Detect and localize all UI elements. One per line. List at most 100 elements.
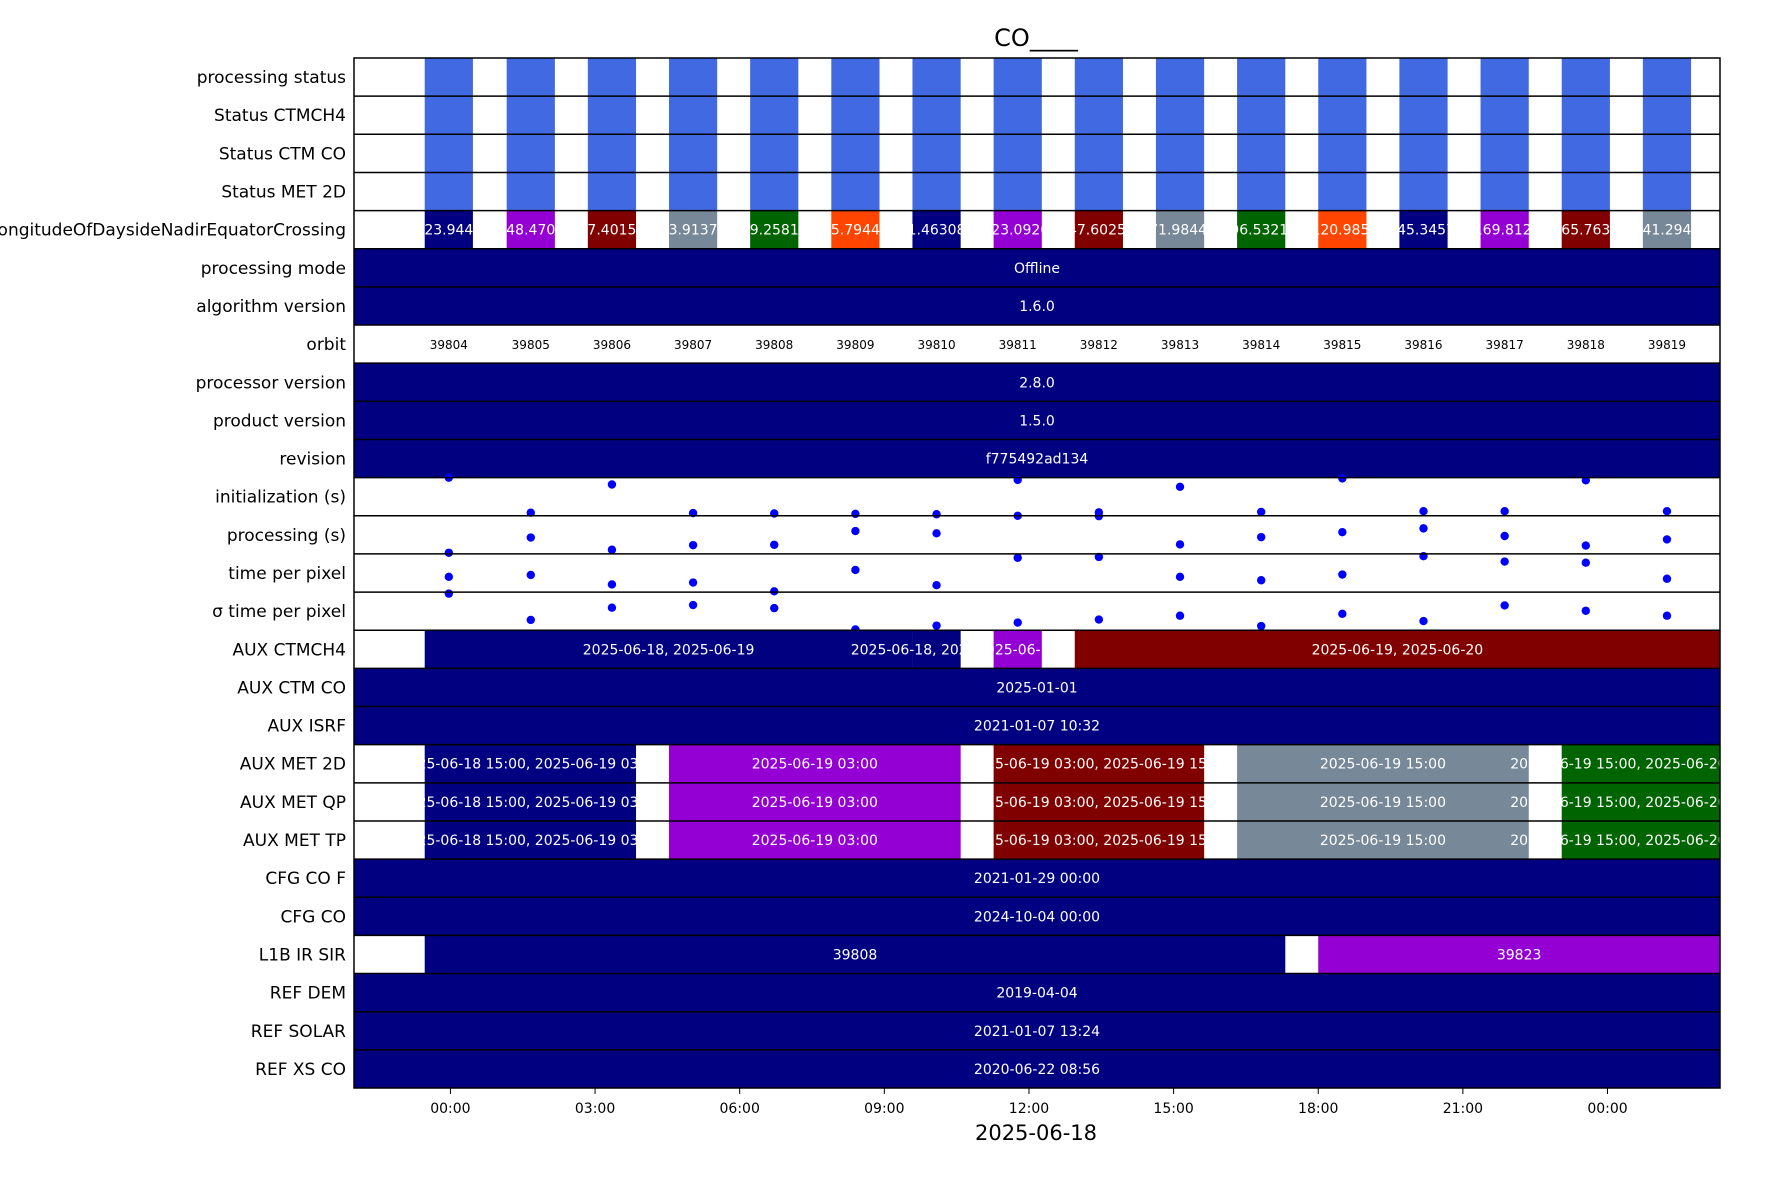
orbit-cell: [506, 58, 555, 97]
orbit-number: 39805: [512, 338, 550, 352]
orbit-cell: [750, 134, 799, 173]
x-tick-label: 18:00: [1298, 1101, 1338, 1117]
scatter-point: [1175, 482, 1185, 491]
row-bar: [354, 401, 1720, 440]
orbit-cell: [668, 58, 718, 97]
segment-bar: [668, 744, 961, 783]
row-label: product version: [213, 411, 346, 431]
row-bar: [354, 1011, 1720, 1050]
segment-label: 39808: [833, 947, 878, 963]
row-label: AUX CTMCH4: [232, 640, 346, 660]
orbit-cell: [1480, 172, 1529, 211]
scatter-point: [1662, 507, 1672, 516]
orbit-cell: [1480, 96, 1529, 135]
segment-label: 2025-06-18, 2025-06-19: [851, 642, 1023, 658]
x-tick-label: 15:00: [1153, 1101, 1193, 1117]
scatter-point: [1094, 615, 1104, 624]
orbit-number: 39819: [1648, 338, 1686, 352]
row-label: L1B IR SIR: [259, 945, 346, 965]
row-bar-label: 2021-01-29 00:00: [974, 871, 1100, 887]
scatter-point: [1419, 616, 1428, 626]
orbit-cell: [1237, 210, 1286, 249]
scatter-point: [1338, 474, 1347, 483]
orbit-cell: [1642, 172, 1692, 211]
orbit-number: 39816: [1404, 338, 1442, 352]
scatter-point: [444, 589, 454, 598]
x-tick-label: 00:00: [430, 1101, 470, 1117]
scatter-point: [1419, 507, 1428, 516]
orbit-number: 39807: [674, 338, 712, 352]
row-bar-label: 1.5.0: [1019, 413, 1055, 429]
row-bar: [354, 973, 1720, 1012]
scatter-point: [1013, 553, 1022, 562]
orbit-cell: [1561, 134, 1610, 173]
segment-bar: [424, 782, 637, 821]
scatter-point: [1662, 535, 1672, 544]
orbit-cell: [750, 210, 799, 249]
orbit-cell: [1642, 58, 1692, 97]
row-label: AUX CTM CO: [237, 678, 346, 698]
scatter-point: [688, 600, 698, 610]
scatter-point: [444, 548, 454, 557]
orbit-cell: [424, 172, 473, 211]
orbit-cell-label: -120.9855: [1306, 223, 1378, 239]
orbit-cell-label: 73.91378: [660, 223, 727, 239]
row-label: REF SOLAR: [251, 1022, 346, 1042]
row-bar-label: 2024-10-04 00:00: [974, 909, 1100, 925]
orbit-cell: [1399, 96, 1448, 135]
row-bar: [354, 439, 1720, 478]
orbit-cell: [424, 58, 473, 97]
orbit-cell-label: 165.7631: [1552, 223, 1619, 239]
row-label: AUX ISRF: [267, 717, 346, 737]
x-tick-label: 06:00: [720, 1101, 760, 1117]
orbit-cell-label: 49.25817: [741, 223, 808, 239]
row-label: AUX MET TP: [243, 831, 346, 851]
segment-bar: [993, 820, 1205, 860]
segment-bar: [912, 630, 961, 669]
segment-label: 2025-06-19 03:00: [752, 833, 878, 849]
segment-label: 2025-06-18 15:00, 2025-06-19 03:00: [400, 757, 661, 773]
segment-bar: [1237, 820, 1529, 860]
orbit-cell-label: -169.8121: [1469, 223, 1541, 239]
orbit-cell-label: 25.79442: [822, 223, 889, 239]
row-dividers: [354, 95, 1720, 1051]
scatter-point: [1256, 532, 1266, 542]
segment-label: 2025-06-19 15:00, 2025-06-20 03:00: [1510, 795, 1771, 811]
orbit-cell: [831, 96, 880, 135]
scatter-point: [444, 572, 454, 582]
row-labels: processing status Status CTMCH4 Status CTM…: [0, 68, 346, 1080]
scatter-point: [770, 587, 779, 596]
orbit-cell: [1074, 210, 1123, 249]
x-axis-label: 2025-06-18: [975, 1121, 1097, 1145]
scatter-point: [526, 615, 535, 625]
scatter-point: [1094, 552, 1104, 562]
scatter-point: [1256, 621, 1266, 631]
orbit-cell: [831, 210, 880, 249]
orbit-cell: [1399, 172, 1448, 211]
scatter-point: [607, 480, 617, 489]
x-tick-label: 09:00: [864, 1101, 904, 1117]
orbit-cell: [993, 96, 1042, 135]
orbit-cell: [587, 58, 637, 97]
row-label: processing mode: [201, 259, 346, 279]
orbit-cell: [1318, 58, 1367, 97]
segment-label: 2025-06-19: [977, 642, 1058, 658]
orbit-cell-label: -71.98447: [1144, 223, 1216, 239]
x-tick-label: 21:00: [1443, 1101, 1483, 1117]
scatter-point: [1175, 540, 1185, 549]
scatter-point: [1581, 606, 1591, 615]
orbit-number: 39811: [999, 338, 1037, 352]
plot-area: 123.9448 148.4705 97.40153 73.91378 49.25817…: [354, 58, 1771, 1088]
segment-bar: [1561, 820, 1720, 860]
orbit-cell: [1318, 96, 1367, 135]
scatter-point: [1175, 572, 1185, 582]
orbit-cell-label: 123.9448: [415, 223, 482, 239]
scatter-point: [932, 510, 941, 519]
row-bar-label: 2021-01-07 10:32: [974, 719, 1100, 735]
orbit-cell: [912, 134, 961, 173]
scatter-point: [1500, 557, 1509, 566]
scatter-point: [851, 526, 860, 536]
chart-title: CO____: [994, 24, 1079, 52]
scatter-point: [1175, 611, 1185, 620]
orbit-cell-label: -96.53215: [1225, 223, 1297, 239]
